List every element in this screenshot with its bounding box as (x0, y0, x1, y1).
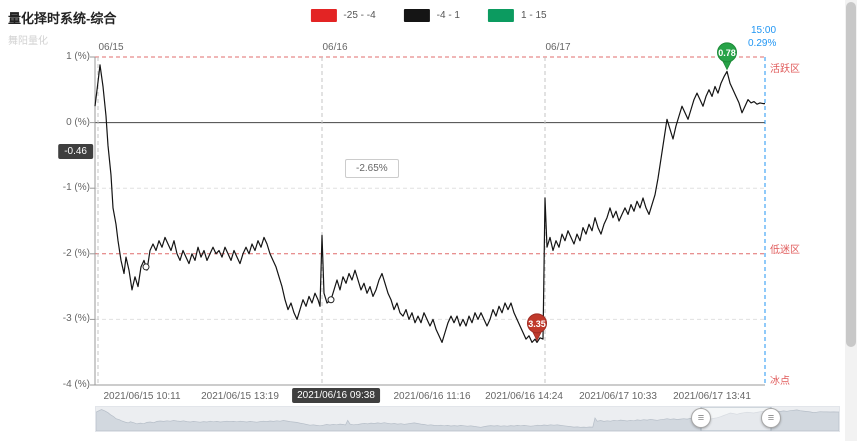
datazoom-area (95, 409, 840, 432)
datazoom-handle-right[interactable]: ≡ (761, 408, 781, 428)
point-marker (327, 296, 335, 304)
datazoom-handle-left[interactable]: ≡ (691, 408, 711, 428)
page-title: 量化择时系统-综合 (8, 11, 117, 26)
max-marker-pin: 0.78 (717, 42, 737, 71)
legend-item-2[interactable]: 1 - 15 (488, 9, 547, 22)
scrollbar-thumb[interactable] (846, 2, 856, 347)
legend-swatch (310, 9, 337, 22)
watermark-logo: 舞阳量化 (8, 36, 48, 47)
datazoom-silhouette (95, 406, 840, 432)
vertical-scrollbar[interactable] (845, 0, 857, 441)
price-line (94, 64, 765, 343)
legend-swatch (403, 9, 430, 22)
value-tooltip: -2.65% (345, 159, 399, 179)
drag-handle-icon: ≡ (697, 411, 705, 424)
legend-swatch (488, 9, 514, 22)
legend-label: -4 - 1 (436, 10, 460, 21)
point-marker (142, 263, 150, 271)
legend-item-1[interactable]: -4 - 1 (403, 9, 460, 22)
legend-item-0[interactable]: -25 - -4 (310, 9, 376, 22)
axis-value-badge: -0.46 (58, 143, 93, 159)
svg-text:0.78: 0.78 (718, 48, 736, 58)
datazoom-slider[interactable] (95, 406, 840, 432)
legend-label: -25 - -4 (343, 10, 376, 21)
datazoom-window (700, 406, 772, 432)
svg-text:3.35: 3.35 (528, 319, 546, 329)
min-marker-pin: 3.35 (527, 313, 547, 342)
current-time-label: 15:00 (751, 25, 777, 36)
current-value-label: 0.29% (748, 38, 777, 49)
legend: -25 - -4 -4 - 1 1 - 15 (310, 9, 547, 22)
legend-label: 1 - 15 (521, 10, 547, 21)
drag-handle-icon: ≡ (767, 411, 775, 424)
